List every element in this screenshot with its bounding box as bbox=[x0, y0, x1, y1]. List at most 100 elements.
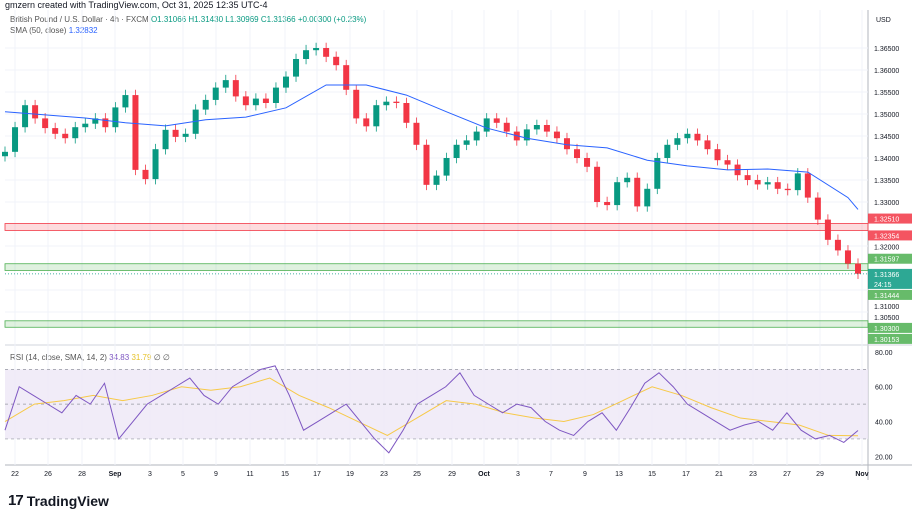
candle-up bbox=[92, 118, 99, 124]
time-tick-label: 11 bbox=[246, 471, 253, 478]
time-tick-label: 15 bbox=[281, 471, 289, 478]
rsi-extra-1: ∅ bbox=[153, 353, 161, 362]
time-tick-label: 23 bbox=[749, 471, 757, 478]
candle-down bbox=[814, 197, 821, 220]
resistance-zone bbox=[4, 223, 869, 231]
candle-down bbox=[543, 125, 550, 132]
rsi-tick-label: 80.00 bbox=[875, 350, 893, 357]
candle-up bbox=[313, 48, 320, 51]
candle-up bbox=[162, 129, 169, 150]
candles bbox=[2, 42, 861, 279]
candle-down bbox=[744, 175, 751, 180]
symbol-title[interactable]: British Pound / U.S. Dollar · 4h · FXCM bbox=[10, 15, 149, 24]
price-chart[interactable]: USD 22 26 28 Sep 3 5 9 11 15 17 19 23 25 29 Oct 3 7 9 13 15 1… bbox=[0, 0, 912, 490]
candle-down bbox=[503, 122, 510, 132]
candle-down bbox=[824, 219, 831, 240]
price-tick-label: 1.32000 bbox=[874, 244, 899, 251]
tradingview-logo[interactable]: 17 TradingView bbox=[8, 492, 109, 509]
time-tick-label: Oct bbox=[478, 471, 490, 478]
candle-down bbox=[323, 48, 330, 57]
candle-up bbox=[373, 105, 380, 127]
rsi-label: RSI (14, close, SMA, 14, 2) bbox=[10, 353, 107, 362]
candle-down bbox=[393, 101, 400, 103]
price-tick-label: 1.36000 bbox=[874, 68, 899, 75]
rsi-line bbox=[4, 365, 859, 454]
candle-down bbox=[42, 118, 49, 129]
rsi-tick-label: 60.00 bbox=[875, 385, 893, 392]
candle-down bbox=[142, 169, 149, 180]
rsi-ma-value: 31.79 bbox=[131, 353, 152, 362]
time-tick-label: 27 bbox=[783, 471, 791, 478]
candle-down bbox=[333, 56, 340, 66]
candle-down bbox=[784, 188, 791, 191]
sma-line bbox=[4, 84, 859, 210]
candle-up bbox=[2, 151, 8, 157]
time-tick-label: 9 bbox=[214, 471, 218, 478]
rsi-tick-label: 40.00 bbox=[875, 420, 893, 427]
zone-price-tag bbox=[868, 230, 912, 241]
candle-down bbox=[553, 131, 560, 139]
candle-up bbox=[293, 59, 300, 77]
candle-down bbox=[584, 158, 591, 167]
countdown-label: 24:15 bbox=[874, 282, 892, 289]
rsi-ma-line bbox=[4, 377, 859, 437]
candle-down bbox=[754, 180, 761, 185]
candle-down bbox=[714, 149, 721, 161]
price-tick-label: 1.30500 bbox=[874, 315, 899, 322]
price-tick-label: 1.36500 bbox=[874, 46, 899, 53]
time-tick-label: 15 bbox=[648, 471, 656, 478]
zone-price-label: 1.32510 bbox=[874, 217, 899, 224]
time-tick-label: 3 bbox=[516, 471, 520, 478]
time-tick-label: 22 bbox=[11, 471, 19, 478]
rsi-legend[interactable]: RSI (14, close, SMA, 14, 2) 34.83 31.79 … bbox=[10, 353, 170, 362]
time-tick-label: 23 bbox=[380, 471, 388, 478]
high-value: H1.31430 bbox=[188, 15, 224, 24]
candle-up bbox=[22, 105, 29, 128]
close-value: C1.31366 bbox=[260, 15, 296, 24]
price-tick-label: 1.34000 bbox=[874, 156, 899, 163]
price-tick-label: 1.31000 bbox=[874, 304, 899, 311]
time-tick-label: Nov bbox=[855, 471, 868, 478]
candle-up bbox=[433, 175, 440, 185]
time-tick-label: 29 bbox=[448, 471, 456, 478]
price-tick-label: 1.35500 bbox=[874, 90, 899, 97]
candle-up bbox=[533, 125, 540, 130]
rsi-value: 34.83 bbox=[109, 353, 130, 362]
candle-down bbox=[704, 140, 711, 150]
time-tick-label: 7 bbox=[549, 471, 553, 478]
candle-down bbox=[694, 133, 701, 141]
zone-price-label: 1.30300 bbox=[874, 326, 899, 333]
candle-up bbox=[222, 80, 229, 88]
zone-price-tag bbox=[868, 322, 912, 333]
time-tick-label: 29 bbox=[816, 471, 824, 478]
candle-down bbox=[604, 202, 611, 206]
candle-up bbox=[82, 123, 89, 128]
time-tick-label: 13 bbox=[615, 471, 623, 478]
candle-down bbox=[634, 177, 641, 207]
time-tick-label: 26 bbox=[44, 471, 52, 478]
tv-logo-icon: 17 bbox=[8, 492, 24, 509]
zone-price-label: 1.31444 bbox=[874, 293, 899, 300]
candle-down bbox=[423, 144, 430, 185]
candle-down bbox=[413, 122, 420, 145]
candle-up bbox=[212, 87, 219, 100]
candle-down bbox=[52, 128, 59, 134]
time-tick-label: 5 bbox=[181, 471, 185, 478]
zone-price-tag bbox=[868, 253, 912, 264]
candle-up bbox=[182, 133, 189, 137]
candle-down bbox=[493, 118, 500, 123]
sma-legend[interactable]: SMA (50, close) 1.32832 bbox=[10, 26, 98, 35]
candle-up bbox=[614, 182, 621, 206]
time-tick-label: 17 bbox=[313, 471, 321, 478]
candle-up bbox=[664, 144, 671, 158]
candle-down bbox=[353, 89, 360, 119]
candle-down bbox=[403, 103, 410, 123]
sma-label: SMA (50, close) bbox=[10, 26, 67, 35]
candle-up bbox=[122, 95, 129, 108]
candle-up bbox=[272, 87, 279, 103]
candle-down bbox=[774, 182, 781, 189]
symbol-legend: British Pound / U.S. Dollar · 4h · FXCM … bbox=[10, 15, 366, 24]
credit-text: gmzern created with TradingView.com, Oct… bbox=[5, 0, 268, 10]
candle-down bbox=[132, 95, 139, 170]
candle-down bbox=[594, 166, 601, 202]
